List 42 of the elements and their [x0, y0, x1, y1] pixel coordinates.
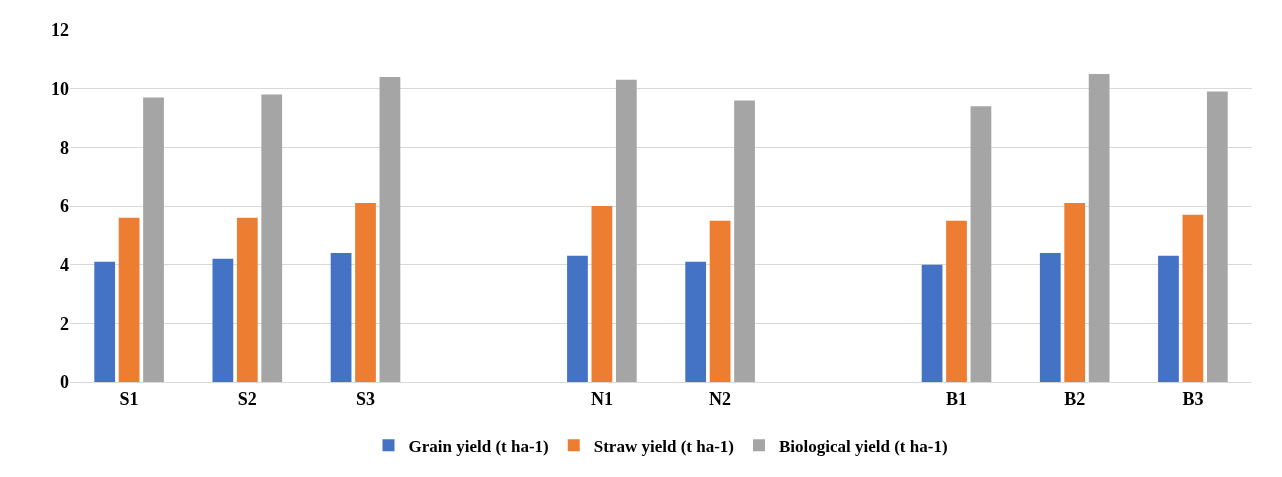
bar — [709, 220, 731, 382]
bar — [379, 76, 401, 382]
bar — [212, 258, 234, 382]
legend-label: Biological yield (t ha-1) — [778, 436, 948, 456]
y-tick-label: 10 — [51, 78, 69, 99]
bar — [1088, 74, 1110, 382]
y-tick-label: 12 — [51, 20, 69, 41]
x-tick-label: N1 — [590, 388, 613, 409]
x-tick-label: S1 — [119, 388, 139, 409]
bar — [1206, 91, 1228, 382]
bar — [921, 264, 943, 382]
bar — [567, 255, 588, 382]
y-tick-label: 8 — [60, 137, 69, 158]
bar — [685, 261, 707, 382]
x-tick-label: S2 — [237, 388, 257, 409]
bar — [1039, 252, 1061, 382]
bar — [734, 100, 755, 382]
bar — [236, 217, 258, 382]
y-tick-label: 2 — [60, 313, 69, 334]
x-tick-label: S3 — [355, 388, 376, 409]
bar — [1158, 255, 1179, 382]
bar — [615, 79, 637, 382]
x-tick-label: B2 — [1064, 388, 1086, 409]
bar — [946, 220, 967, 382]
bar — [330, 252, 352, 382]
x-tick-label: B3 — [1182, 388, 1204, 409]
y-tick-label: 4 — [60, 254, 69, 275]
bar — [970, 106, 992, 382]
bar — [355, 203, 376, 382]
bar — [1182, 214, 1204, 382]
bar — [94, 261, 116, 382]
x-tick-label: N2 — [709, 388, 732, 409]
y-tick-label: 6 — [60, 196, 69, 217]
legend-label: Grain yield (t ha-1) — [408, 436, 549, 456]
legend-label: Straw yield (t ha-1) — [593, 436, 734, 456]
bar — [1064, 203, 1086, 382]
bar — [118, 217, 140, 382]
x-tick-label: B1 — [945, 388, 968, 409]
bar — [591, 206, 613, 382]
bar — [143, 97, 164, 382]
bar — [261, 94, 283, 382]
y-tick-label: 0 — [60, 372, 69, 393]
